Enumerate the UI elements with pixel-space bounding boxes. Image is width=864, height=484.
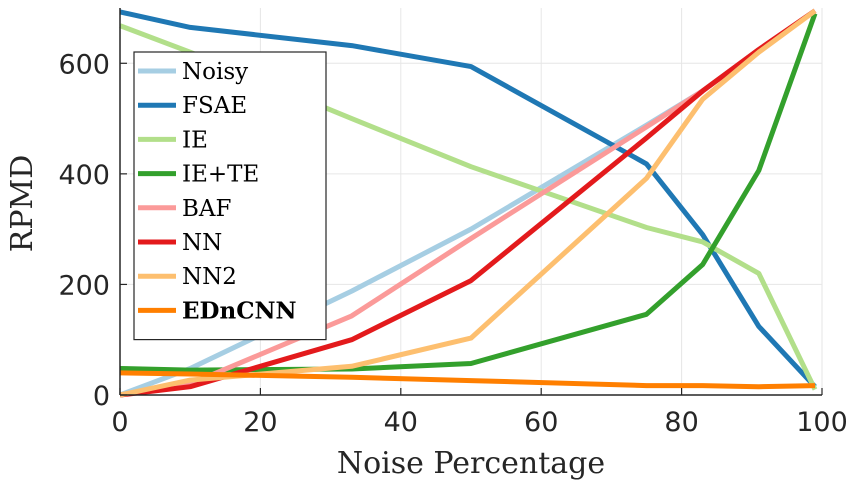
x-tick-label-4: 80 <box>664 407 698 438</box>
series-group <box>119 8 818 398</box>
series-line-fsae <box>119 9 817 389</box>
x-tick-label-1: 20 <box>243 407 277 438</box>
y-tick-label-2: 400 <box>58 160 110 191</box>
legend-label-fsae: FSAE <box>182 93 247 119</box>
x-tick-label-2: 40 <box>384 407 418 438</box>
legend-box <box>133 51 327 341</box>
y-tick-label-1: 200 <box>58 270 110 301</box>
x-tick-label-5: 100 <box>796 407 848 438</box>
legend-label-nn: NN <box>182 230 222 256</box>
legend-label-edncnn: EDnCNN <box>182 297 297 324</box>
legend-label-noisy: Noisy <box>182 59 248 85</box>
axes <box>119 8 823 396</box>
x-axis-label: Noise Percentage <box>337 446 605 481</box>
y-tick-label-0: 0 <box>93 381 110 412</box>
y-axis-label: RPMD <box>5 155 40 253</box>
y-tick-label-3: 600 <box>58 49 110 80</box>
legend-label-ie: IE <box>182 127 208 153</box>
series-line-nn2 <box>119 8 817 398</box>
x-tick-label-3: 60 <box>524 407 558 438</box>
x-tick-label-0: 0 <box>111 407 128 438</box>
tick-labels: 0 20 40 60 80 100 0 200 400 600 <box>58 49 847 438</box>
legend: Noisy FSAE IE IE+TE BAF NN NN2 EDnCNN <box>133 51 327 341</box>
legend-label-ie-te: IE+TE <box>182 162 259 188</box>
legend-label-nn2: NN2 <box>182 264 237 290</box>
series-line-edncnn <box>119 370 816 390</box>
legend-label-baf: BAF <box>182 196 231 222</box>
